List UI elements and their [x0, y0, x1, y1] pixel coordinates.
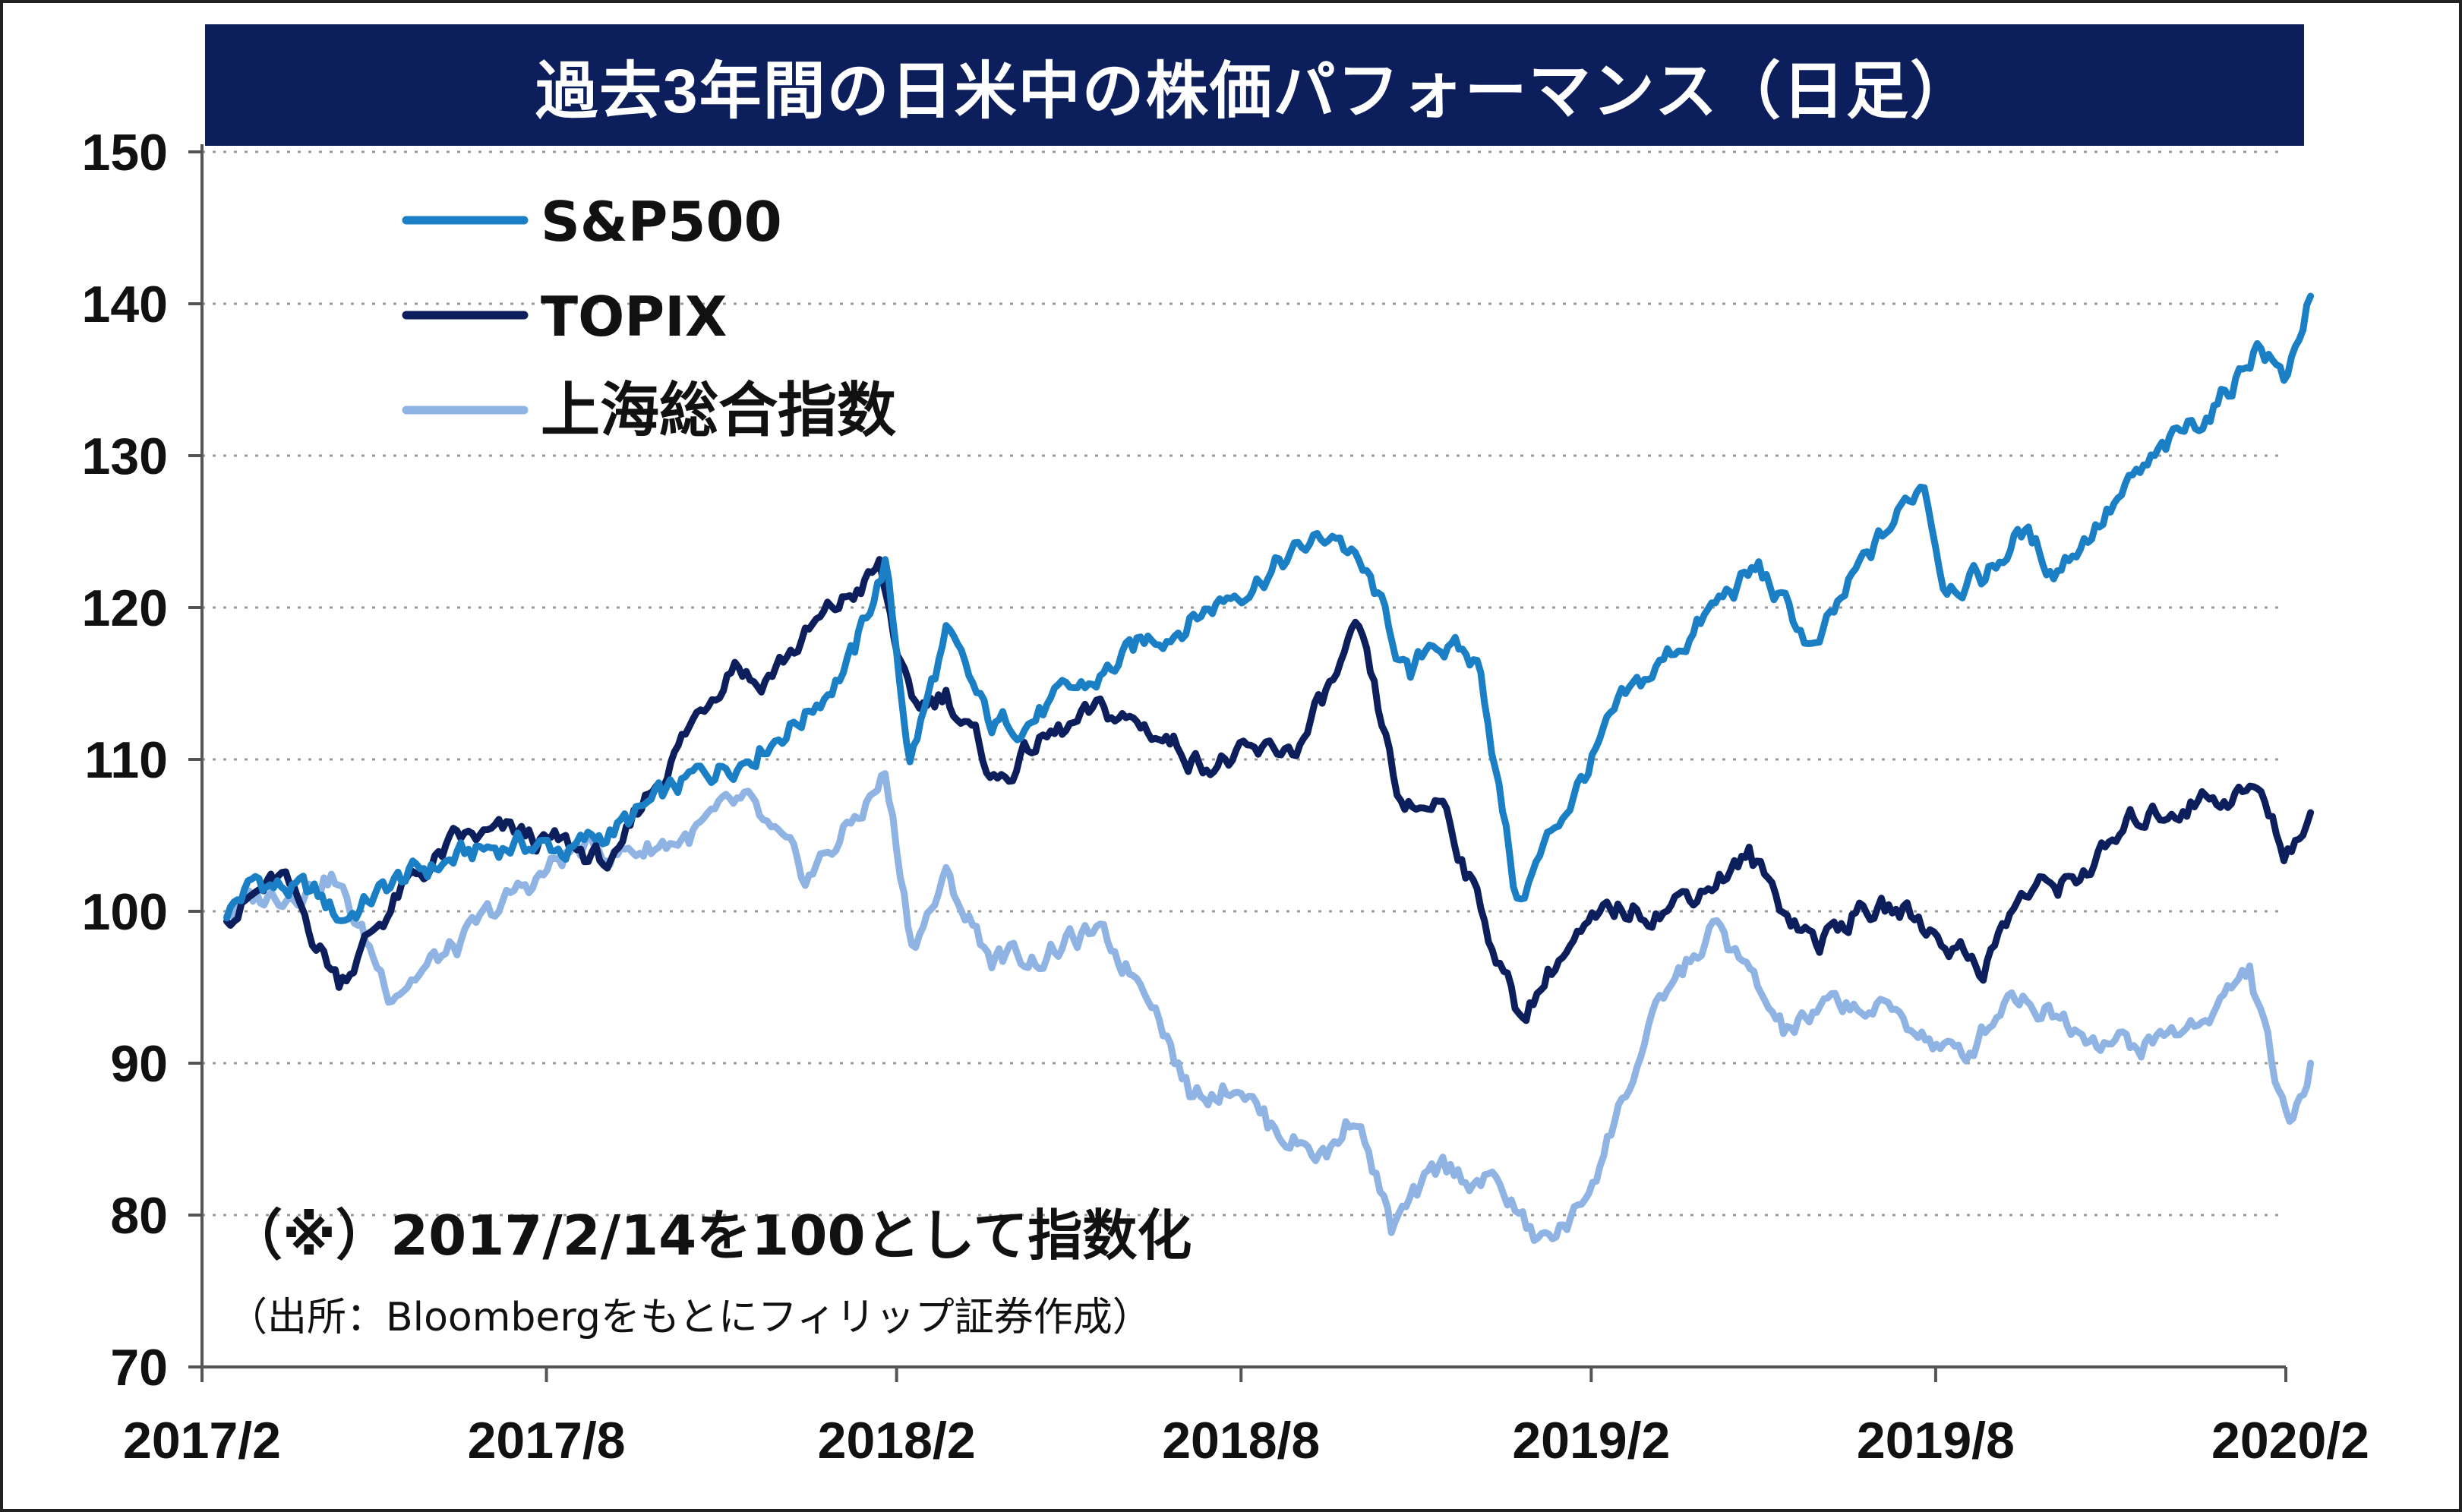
chart-title: 過去3年間の日米中の株価パフォーマンス（日足）	[535, 56, 1974, 126]
legend-label-1: TOPIX	[541, 285, 727, 349]
x-tick-label: 2020/2	[2211, 1412, 2369, 1469]
y-tick-label: 110	[84, 731, 168, 789]
legend-label-2: 上海総合指数	[541, 377, 896, 445]
grid-lines	[202, 150, 2286, 1217]
index-base-note: （※）2017/2/14を100として指数化	[228, 1204, 1192, 1267]
y-tick-label: 80	[110, 1187, 168, 1245]
y-tick-label: 140	[82, 276, 168, 333]
legend-label-0: S&P500	[541, 190, 782, 254]
x-tick-label: 2019/2	[1512, 1412, 1670, 1469]
x-tick-label: 2019/8	[1857, 1412, 2015, 1469]
source-note: （出所：Bloombergをもとにフィリップ証券作成）	[228, 1295, 1152, 1340]
legend: S&P500 TOPIX 上海総合指数	[402, 190, 896, 445]
series-line-1	[223, 556, 2315, 1024]
series-line-0	[223, 292, 2315, 924]
y-tick-label: 130	[82, 428, 168, 485]
series-layer	[223, 292, 2315, 1244]
y-tick-label: 150	[82, 124, 168, 182]
y-tick-label: 100	[82, 883, 168, 941]
axes: 150 140 130 120 110 100 90 80 70 2017/2 2017/8 2018…	[82, 124, 2369, 1469]
y-tick-label: 90	[110, 1035, 168, 1093]
x-tick-label: 2018/8	[1162, 1412, 1320, 1469]
x-tick-label: 2018/2	[818, 1412, 976, 1469]
x-tick-label: 2017/2	[123, 1412, 281, 1469]
y-tick-label: 70	[110, 1339, 168, 1397]
x-tick-label: 2017/8	[468, 1412, 626, 1469]
y-tick-label: 120	[82, 579, 168, 637]
title-bar: 過去3年間の日米中の株価パフォーマンス（日足）	[205, 24, 2304, 146]
